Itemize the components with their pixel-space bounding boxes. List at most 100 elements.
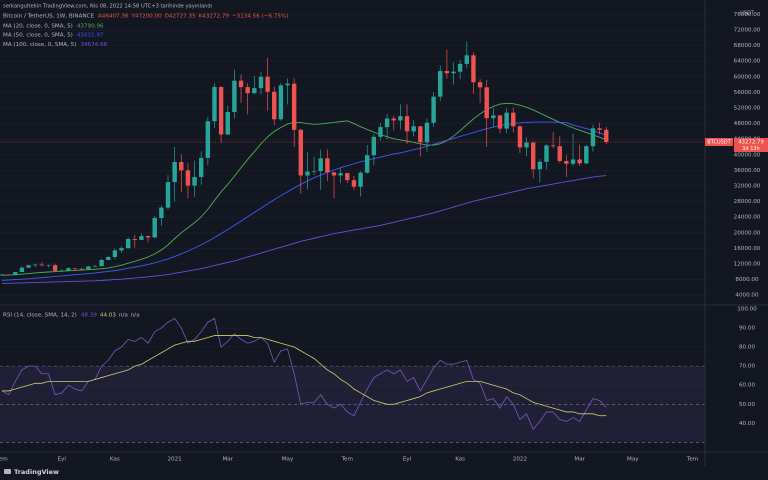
candle-body <box>199 157 204 178</box>
indicator-name: MA (50, close, 0, SMA, 5) <box>3 33 73 39</box>
candle-body <box>464 55 469 64</box>
candle-body <box>185 170 191 186</box>
candle-body <box>112 250 118 258</box>
candle-body <box>92 265 98 267</box>
candle-body <box>152 217 157 238</box>
candle-body <box>604 129 609 143</box>
ohlc-value: K43272.79 <box>199 14 230 20</box>
x-tick-label: Tem <box>0 457 8 463</box>
candle-body <box>517 126 523 148</box>
y-tick-label: 16000.00 <box>734 246 761 252</box>
last-price-label: 43272.79 <box>738 140 764 146</box>
candle-body <box>172 161 177 183</box>
candle-body <box>19 267 25 273</box>
candle-body <box>345 173 350 181</box>
candle-body <box>550 145 556 147</box>
rsi-name: RSI (14, close, SMA, 14, 2) <box>3 313 77 319</box>
candle-body <box>404 116 410 132</box>
y-tick-label: 76000.00 <box>734 12 761 18</box>
candle-body <box>564 161 569 164</box>
y-tick-label: 24000.00 <box>734 215 761 221</box>
candle-layer <box>0 41 705 276</box>
rsi-ma-line <box>2 335 607 417</box>
candle-body <box>457 63 463 72</box>
candle-body <box>278 85 284 120</box>
candle-body <box>570 159 576 164</box>
candle-body <box>66 268 71 271</box>
candle-body <box>225 111 230 135</box>
candle-body <box>451 71 456 74</box>
y-tick-label: 36000.00 <box>734 168 761 174</box>
published-note: serkangultekin TradingView.com, Nis 08, … <box>3 4 212 10</box>
candle-body <box>291 83 297 130</box>
rsi-tick-label: 40.00 <box>739 421 755 427</box>
candle-body <box>577 159 582 164</box>
x-tick-label: Mar <box>574 457 585 463</box>
candle-body <box>477 82 483 88</box>
candle-body <box>358 172 363 187</box>
candle-body <box>497 115 503 129</box>
x-tick-label: Tem <box>686 457 698 463</box>
candle-body <box>132 239 137 240</box>
y-tick-label: 32000.00 <box>734 183 761 189</box>
candle-body <box>484 87 489 119</box>
candle-body <box>431 96 436 123</box>
y-tick-label: 60000.00 <box>734 74 761 80</box>
brand-logo <box>4 469 11 474</box>
candle-body <box>39 264 45 266</box>
candle-body <box>179 161 184 171</box>
candle-body <box>557 146 562 162</box>
indicator-value: 34674.88 <box>80 42 107 48</box>
candle-body <box>584 146 589 164</box>
candle-body <box>6 274 11 276</box>
price-tag <box>734 138 768 153</box>
rsi-band-layer <box>0 365 705 443</box>
y-tick-label: 64000.00 <box>734 59 761 65</box>
candle-body <box>72 268 78 269</box>
candle-body <box>537 161 543 170</box>
candle-body <box>13 272 18 276</box>
candle-body <box>491 115 496 119</box>
candle-body <box>285 83 290 86</box>
candle-body <box>106 257 111 260</box>
y-tick-label: 52000.00 <box>734 105 761 111</box>
candle-body <box>99 259 104 266</box>
candle-body <box>245 87 250 94</box>
y-tick-label: 12000.00 <box>734 261 761 267</box>
x-tick-label: May <box>282 457 294 463</box>
candle-body <box>311 171 317 172</box>
ohlc-value: D42727.35 <box>165 14 196 20</box>
candle-body <box>86 266 91 270</box>
y-tick-label: 8000.00 <box>735 277 759 283</box>
rsi-tick-label: 70.00 <box>739 364 755 370</box>
candle-body <box>418 126 423 143</box>
candle-body <box>318 158 323 172</box>
candle-body <box>325 158 330 173</box>
symbol: Bitcoin / TetherUS, 1W, BINANCE <box>3 14 94 20</box>
candle-body <box>258 76 264 89</box>
candle-body <box>46 265 51 266</box>
candle-body <box>59 270 64 272</box>
candle-body <box>371 136 377 156</box>
candle-body <box>384 118 390 128</box>
ticker-tag <box>705 138 733 147</box>
candle-body <box>298 129 303 176</box>
indicator-value: 43790.96 <box>77 24 104 30</box>
candle-body <box>471 55 476 83</box>
indicator-value: 45031.97 <box>77 33 104 39</box>
rsi-value: 48.39 <box>81 313 97 319</box>
candle-body <box>378 127 383 137</box>
rsi-tick-label: 90.00 <box>739 325 755 331</box>
ohlc-value: A46407.36 <box>98 14 129 20</box>
rsi-extra: n/a <box>119 313 128 319</box>
y-tick-label: 56000.00 <box>734 90 761 96</box>
rsi-line <box>1 317 607 430</box>
x-tick-label: 2022 <box>513 457 527 463</box>
candle-body <box>391 118 396 121</box>
x-tick-label: Eyl <box>58 457 67 463</box>
candle-body <box>0 274 5 276</box>
candle-body <box>272 91 277 120</box>
candle-body <box>252 88 257 94</box>
y-tick-label: 68000.00 <box>734 43 761 49</box>
